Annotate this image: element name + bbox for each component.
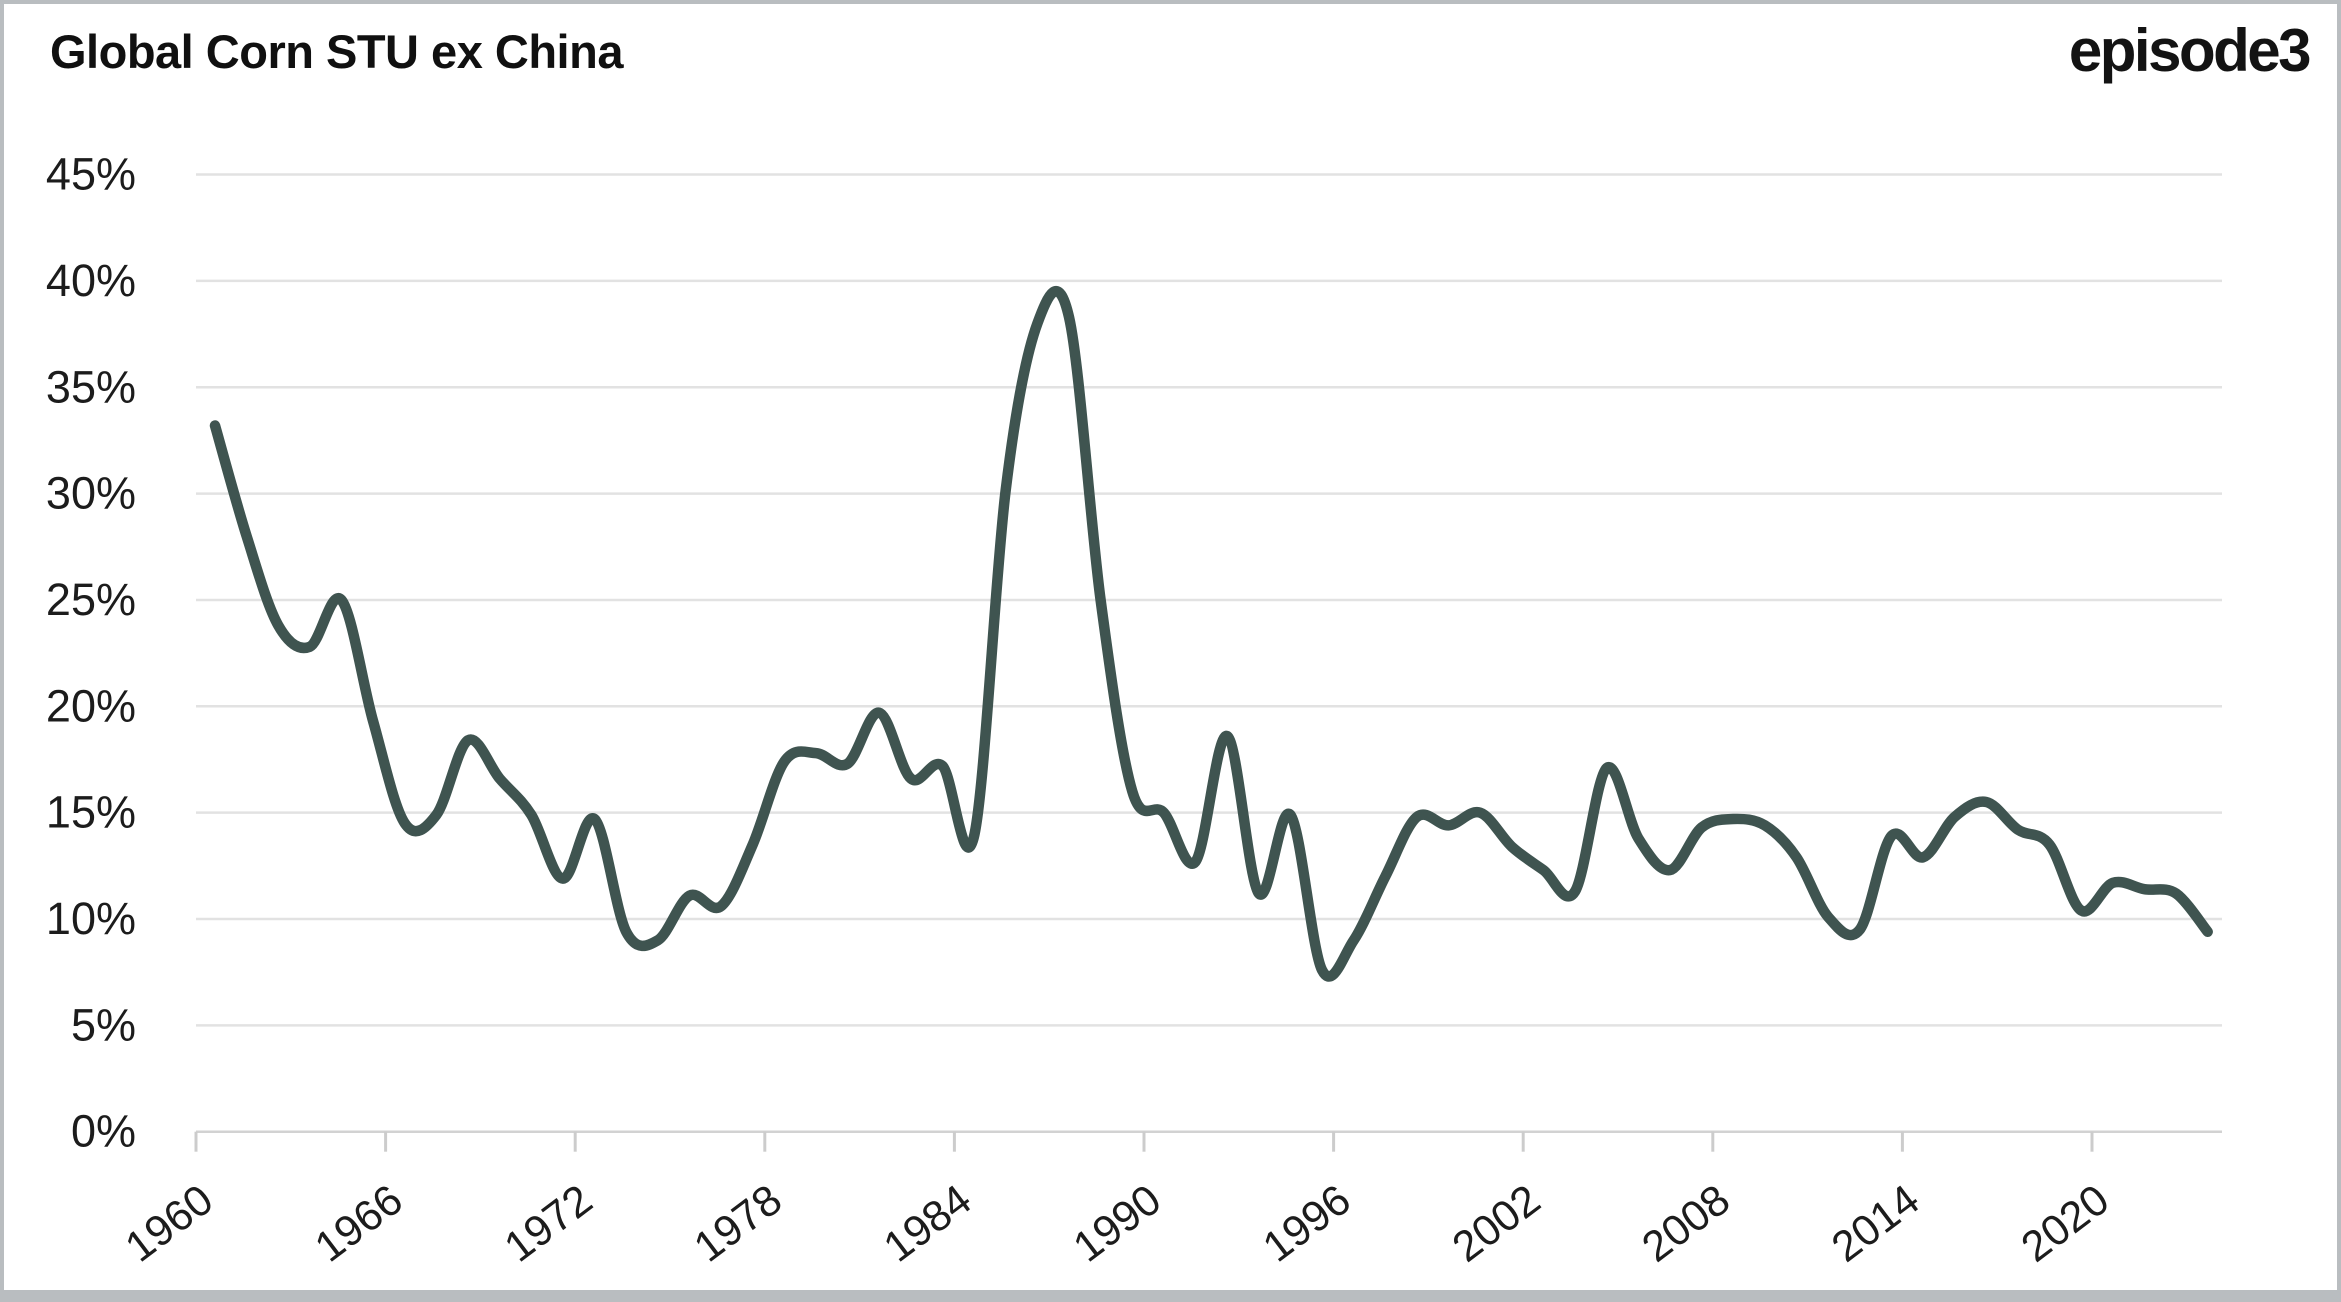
y-tick-label-10: 10% [46, 893, 136, 944]
y-tick-label-0: 0% [71, 1106, 136, 1157]
chart-canvas: Global Corn STU ex China episode3 0% 5% 10… [4, 4, 2337, 1290]
y-tick-label-30: 30% [46, 468, 136, 519]
x-tick-label-1960: 1960 [117, 1176, 222, 1272]
chart-title: Global Corn STU ex China [50, 25, 623, 78]
x-tick-label-2008: 2008 [1634, 1176, 1739, 1272]
x-tick-label-1978: 1978 [686, 1176, 791, 1272]
y-tick-label-15: 15% [46, 787, 136, 838]
gridlines [196, 173, 2222, 1133]
y-tick-label-25: 25% [46, 574, 136, 625]
x-tick-label-1996: 1996 [1254, 1176, 1359, 1272]
y-tick-label-35: 35% [46, 361, 136, 412]
x-tick-label-1984: 1984 [875, 1176, 980, 1272]
x-tick-label-2014: 2014 [1823, 1176, 1928, 1272]
y-tick-label-20: 20% [46, 680, 136, 731]
y-tick-label-5: 5% [71, 999, 136, 1050]
x-tick-label-2002: 2002 [1444, 1176, 1549, 1272]
x-tick-label-1990: 1990 [1065, 1176, 1170, 1272]
x-axis-labels: 1960 1966 1972 1978 1984 1990 1996 2002 2008 2014… [117, 1176, 2118, 1272]
data-series-line [209, 286, 2213, 982]
episode3-logo: episode3 [2068, 17, 2312, 84]
line-chart: 0% 5% 10% 15% 20% 25% 30% 35% 40% 45% 1960 1966 197… [46, 149, 2222, 1272]
y-tick-label-45: 45% [46, 149, 136, 200]
x-tick-label-1972: 1972 [496, 1176, 601, 1272]
y-axis-labels: 0% 5% 10% 15% 20% 25% 30% 35% 40% 45% [46, 149, 136, 1157]
x-tick-label-1966: 1966 [306, 1176, 411, 1272]
x-tick-label-2020: 2020 [2013, 1176, 2118, 1272]
y-tick-label-40: 40% [46, 255, 136, 306]
x-axis-ticks [194, 1131, 2094, 1152]
